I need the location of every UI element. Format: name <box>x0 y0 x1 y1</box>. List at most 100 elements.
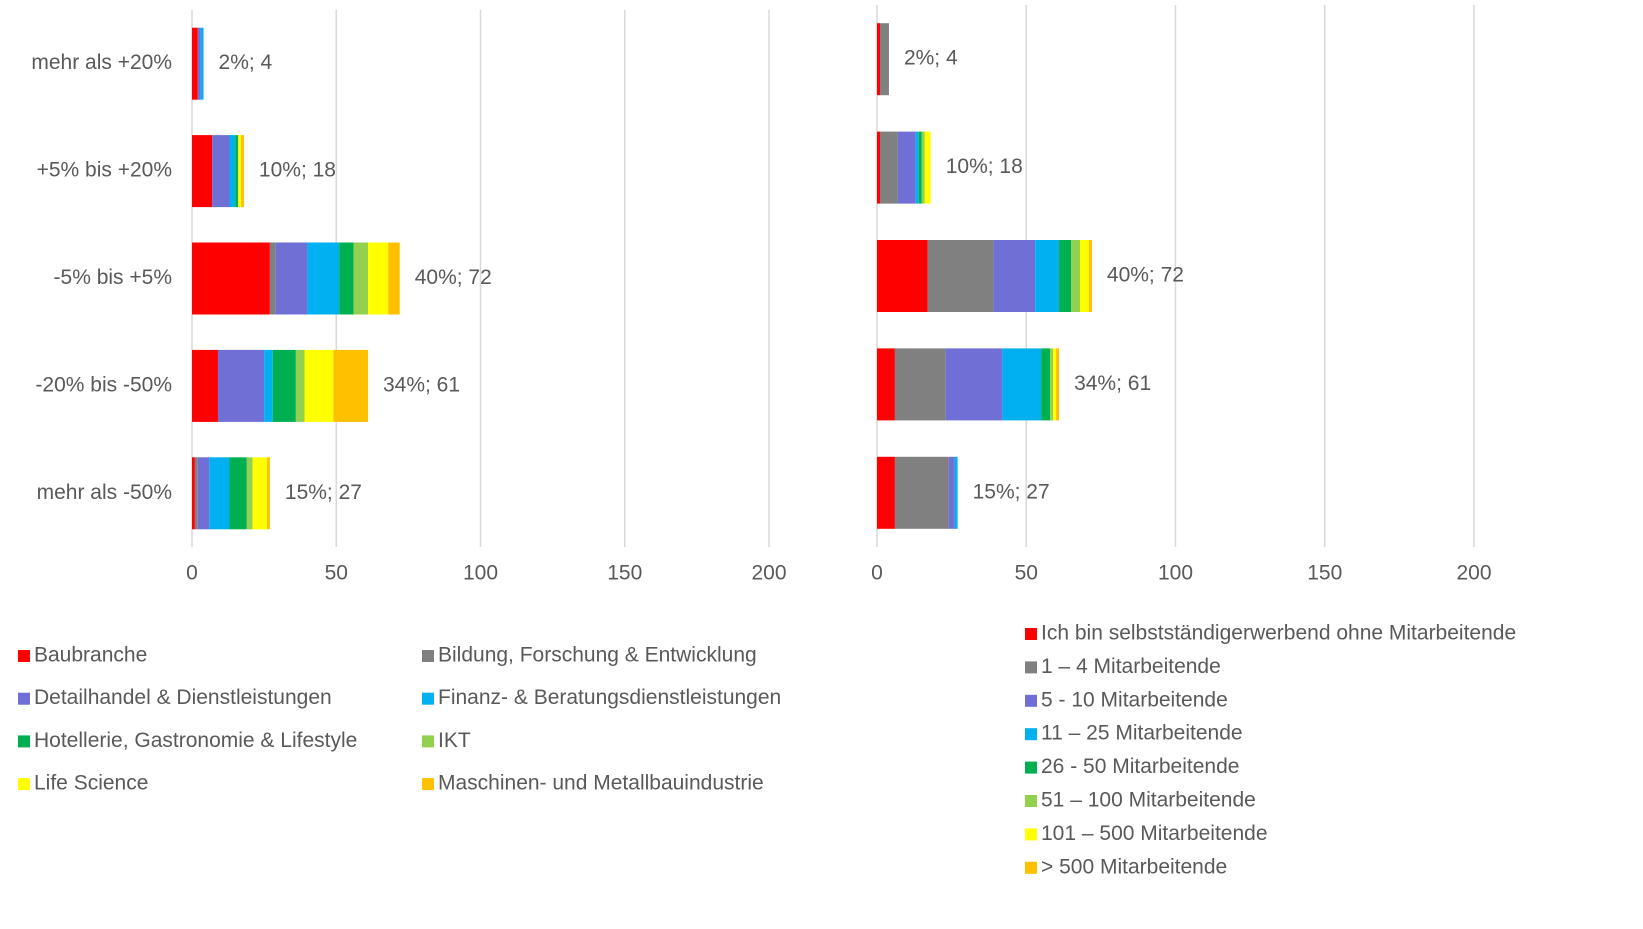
legend-label: Bildung, Forschung & Entwicklung <box>438 644 757 667</box>
data-label: 40%; 72 <box>1107 264 1184 287</box>
bar-segment <box>915 131 919 204</box>
x-tick-label: 150 <box>607 562 642 585</box>
legend-swatch <box>1025 628 1037 640</box>
bar-segment <box>1053 348 1057 421</box>
bar-segment <box>339 242 354 315</box>
bar-segment <box>304 349 334 422</box>
legend-label: 1 – 4 Mitarbeitende <box>1041 655 1221 678</box>
y-tick-label: +5% bis +20% <box>37 159 172 182</box>
bar-segment <box>353 242 368 315</box>
bar-segment <box>235 135 239 208</box>
bar-segment <box>877 456 895 529</box>
legend-swatch <box>1025 728 1037 741</box>
legend-swatch <box>18 692 30 705</box>
legend-label: 26 - 50 Mitarbeitende <box>1041 755 1239 778</box>
bar-segment <box>197 27 201 100</box>
bar-segment <box>200 27 204 100</box>
y-tick-label: mehr als +20% <box>31 51 172 74</box>
bar-segment <box>1002 348 1042 421</box>
legend-label: Maschinen- und Metallbauindustrie <box>438 772 764 795</box>
legend-label: Life Science <box>34 772 148 795</box>
legend-swatch <box>18 650 30 662</box>
bar-segment <box>267 457 270 530</box>
bar-segment <box>209 457 230 530</box>
bar-segment <box>333 349 368 422</box>
legend-label: IKT <box>438 729 471 752</box>
legend-swatch <box>422 778 434 791</box>
x-tick-label: 100 <box>1158 562 1193 585</box>
x-tick-label: 0 <box>186 562 198 585</box>
x-tick-label: 150 <box>1307 562 1342 585</box>
legend-swatch <box>18 778 30 791</box>
bar-segment <box>877 131 880 204</box>
bar-segment <box>246 457 253 530</box>
legend-label: 51 – 100 Mitarbeitende <box>1041 789 1256 812</box>
legend-label: 101 – 500 Mitarbeitende <box>1041 822 1268 845</box>
y-tick-label: -5% bis +5% <box>54 266 172 289</box>
data-label: 2%; 4 <box>219 51 273 74</box>
legend-label: 11 – 25 Mitarbeitende <box>1041 722 1243 745</box>
y-tick-label: mehr als -50% <box>37 481 172 504</box>
bar-segment <box>212 135 230 208</box>
bar-segment <box>894 348 946 421</box>
bar-segment <box>197 457 210 530</box>
legend-swatch <box>1025 828 1037 841</box>
bar-segment <box>1056 348 1060 421</box>
bar-segment <box>877 348 895 421</box>
bar-segment <box>388 242 400 315</box>
bar-segment <box>192 27 198 100</box>
legend-label: 5 - 10 Mitarbeitende <box>1041 688 1228 711</box>
data-label: 40%; 72 <box>415 266 492 289</box>
bar-segment <box>879 131 898 204</box>
data-label: 34%; 61 <box>1074 372 1151 395</box>
bar-segment <box>217 349 265 422</box>
bar-segment <box>897 131 916 204</box>
x-tick-label: 200 <box>751 562 786 585</box>
x-tick-label: 100 <box>463 562 498 585</box>
legend-swatch <box>1025 761 1037 774</box>
bar-segment <box>879 23 889 96</box>
bar-segment <box>1050 348 1054 421</box>
legend-swatch <box>422 735 434 748</box>
bar-segment <box>918 131 922 204</box>
bar-segment <box>1041 348 1051 421</box>
bar-segment <box>894 456 949 529</box>
bar-segment <box>954 456 958 529</box>
bar-segment <box>948 456 955 529</box>
bar-segment <box>192 457 195 530</box>
bar-segment <box>1088 240 1092 312</box>
bar-segment <box>192 349 218 422</box>
x-tick-label: 200 <box>1456 562 1491 585</box>
legend-swatch <box>18 735 30 748</box>
legend-label: Detailhandel & Dienstleistungen <box>34 686 332 709</box>
bar-segment <box>252 457 268 530</box>
legend-swatch <box>1025 795 1037 807</box>
bar-segment <box>924 131 931 204</box>
bar-segment <box>1059 240 1072 312</box>
bar-segment <box>945 348 1003 421</box>
bar-segment <box>993 240 1036 312</box>
bar-segment <box>307 242 340 315</box>
bar-segment <box>1035 240 1060 312</box>
legend-label: Finanz- & Beratungsdienstleistungen <box>438 686 781 709</box>
bar-segment <box>229 457 247 530</box>
bar-segment <box>877 240 928 312</box>
bar-segment <box>229 135 236 208</box>
y-tick-label: -20% bis -50% <box>35 373 172 396</box>
bar-segment <box>269 242 276 315</box>
bar-segment <box>238 135 242 208</box>
legend-label: Hotellerie, Gastronomie & Lifestyle <box>34 729 357 752</box>
bar-segment <box>192 135 213 208</box>
legend-swatch <box>422 692 434 705</box>
legend-label: Ich bin selbstständigerwerbend ohne Mita… <box>1041 622 1516 645</box>
x-tick-label: 0 <box>871 562 883 585</box>
legend-label: Baubranche <box>34 644 147 667</box>
x-tick-label: 50 <box>1015 562 1038 585</box>
legend-label: > 500 Mitarbeitende <box>1041 855 1227 878</box>
bar-segment <box>921 131 925 204</box>
bar-segment <box>241 135 244 208</box>
bar-segment <box>367 242 389 315</box>
legend-swatch <box>1025 661 1037 674</box>
bar-segment <box>275 242 308 315</box>
